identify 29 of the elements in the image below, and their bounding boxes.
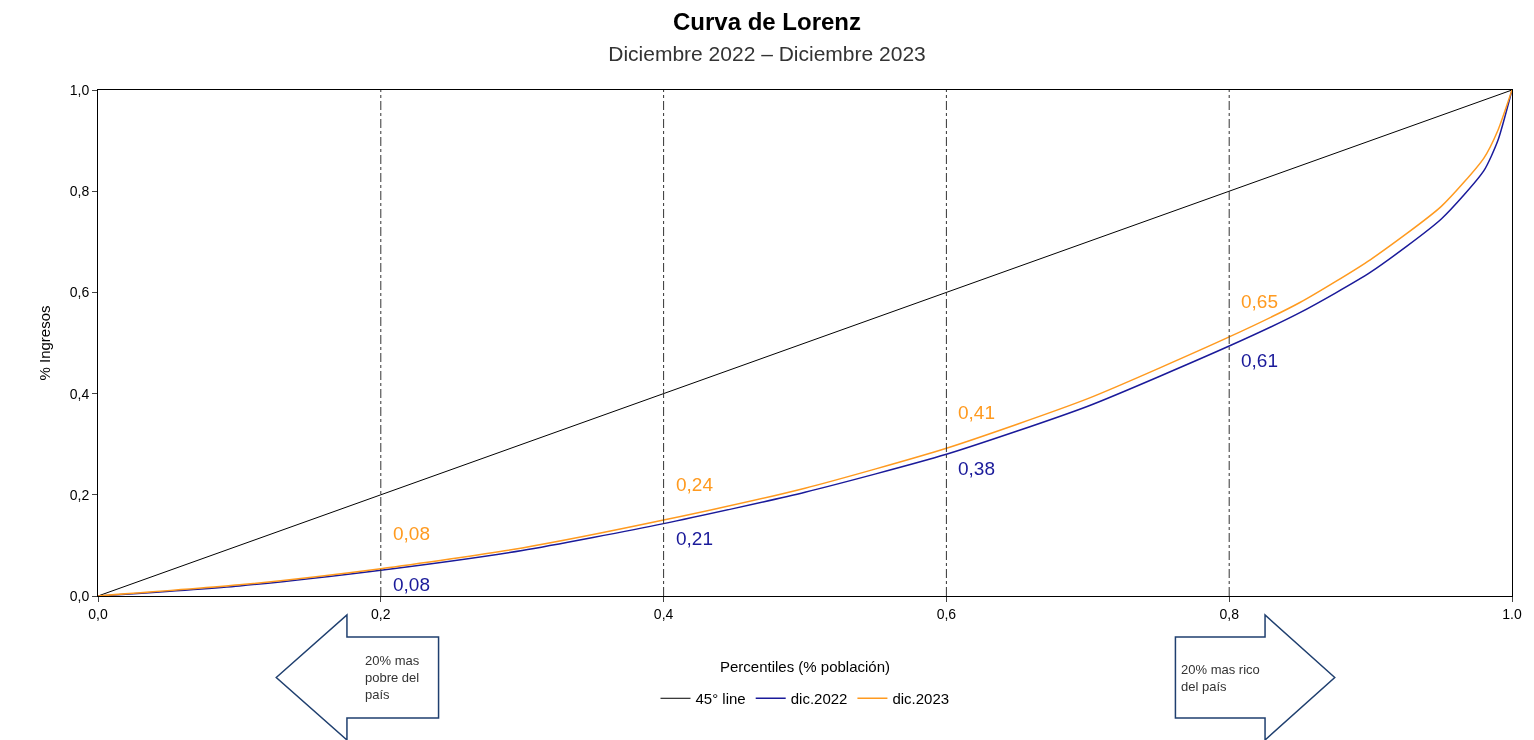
y-tick-label: 0,4 [69, 385, 90, 402]
y-tick-label: 0,8 [69, 183, 90, 200]
y-tick-label: 1,0 [69, 81, 90, 98]
annotation: 0,61 [1241, 350, 1278, 371]
y-tick-label: 0,2 [69, 486, 90, 503]
annotation: 0,21 [676, 528, 713, 549]
x-tick-label: 1.0 [1502, 605, 1522, 622]
y-axis-title: % Ingresos [35, 305, 53, 381]
x-tick-label: 0,2 [371, 605, 391, 622]
annotation: 0,24 [676, 474, 714, 495]
x-axis-title: Percentiles (% población) [719, 657, 891, 675]
x-tick-label: 0,4 [653, 605, 674, 622]
chart-title: Curva de Lorenz [672, 7, 862, 35]
annotation: 0,08 [393, 523, 430, 544]
text: 20% mas pobre del país [365, 653, 420, 702]
legend-label: 45° line [695, 690, 746, 708]
annotation: 0,08 [393, 574, 430, 595]
text: 20% mas rico del país [1181, 662, 1260, 694]
annotation: 0,65 [1241, 291, 1278, 312]
chart-subtitle: Diciembre 2022 – Diciembre 2023 [608, 41, 926, 65]
annotation: 0,41 [958, 402, 995, 423]
x-tick-label: 0,0 [88, 605, 108, 622]
annotation: 0,38 [958, 458, 995, 479]
legend-label: dic.2022 [790, 690, 848, 708]
y-tick-label: 0,6 [69, 284, 90, 301]
x-tick-label: 0,8 [1219, 605, 1240, 622]
x-tick-label: 0,6 [936, 605, 957, 622]
legend-label: dic.2023 [892, 690, 950, 708]
y-tick-label: 0,0 [69, 587, 90, 604]
